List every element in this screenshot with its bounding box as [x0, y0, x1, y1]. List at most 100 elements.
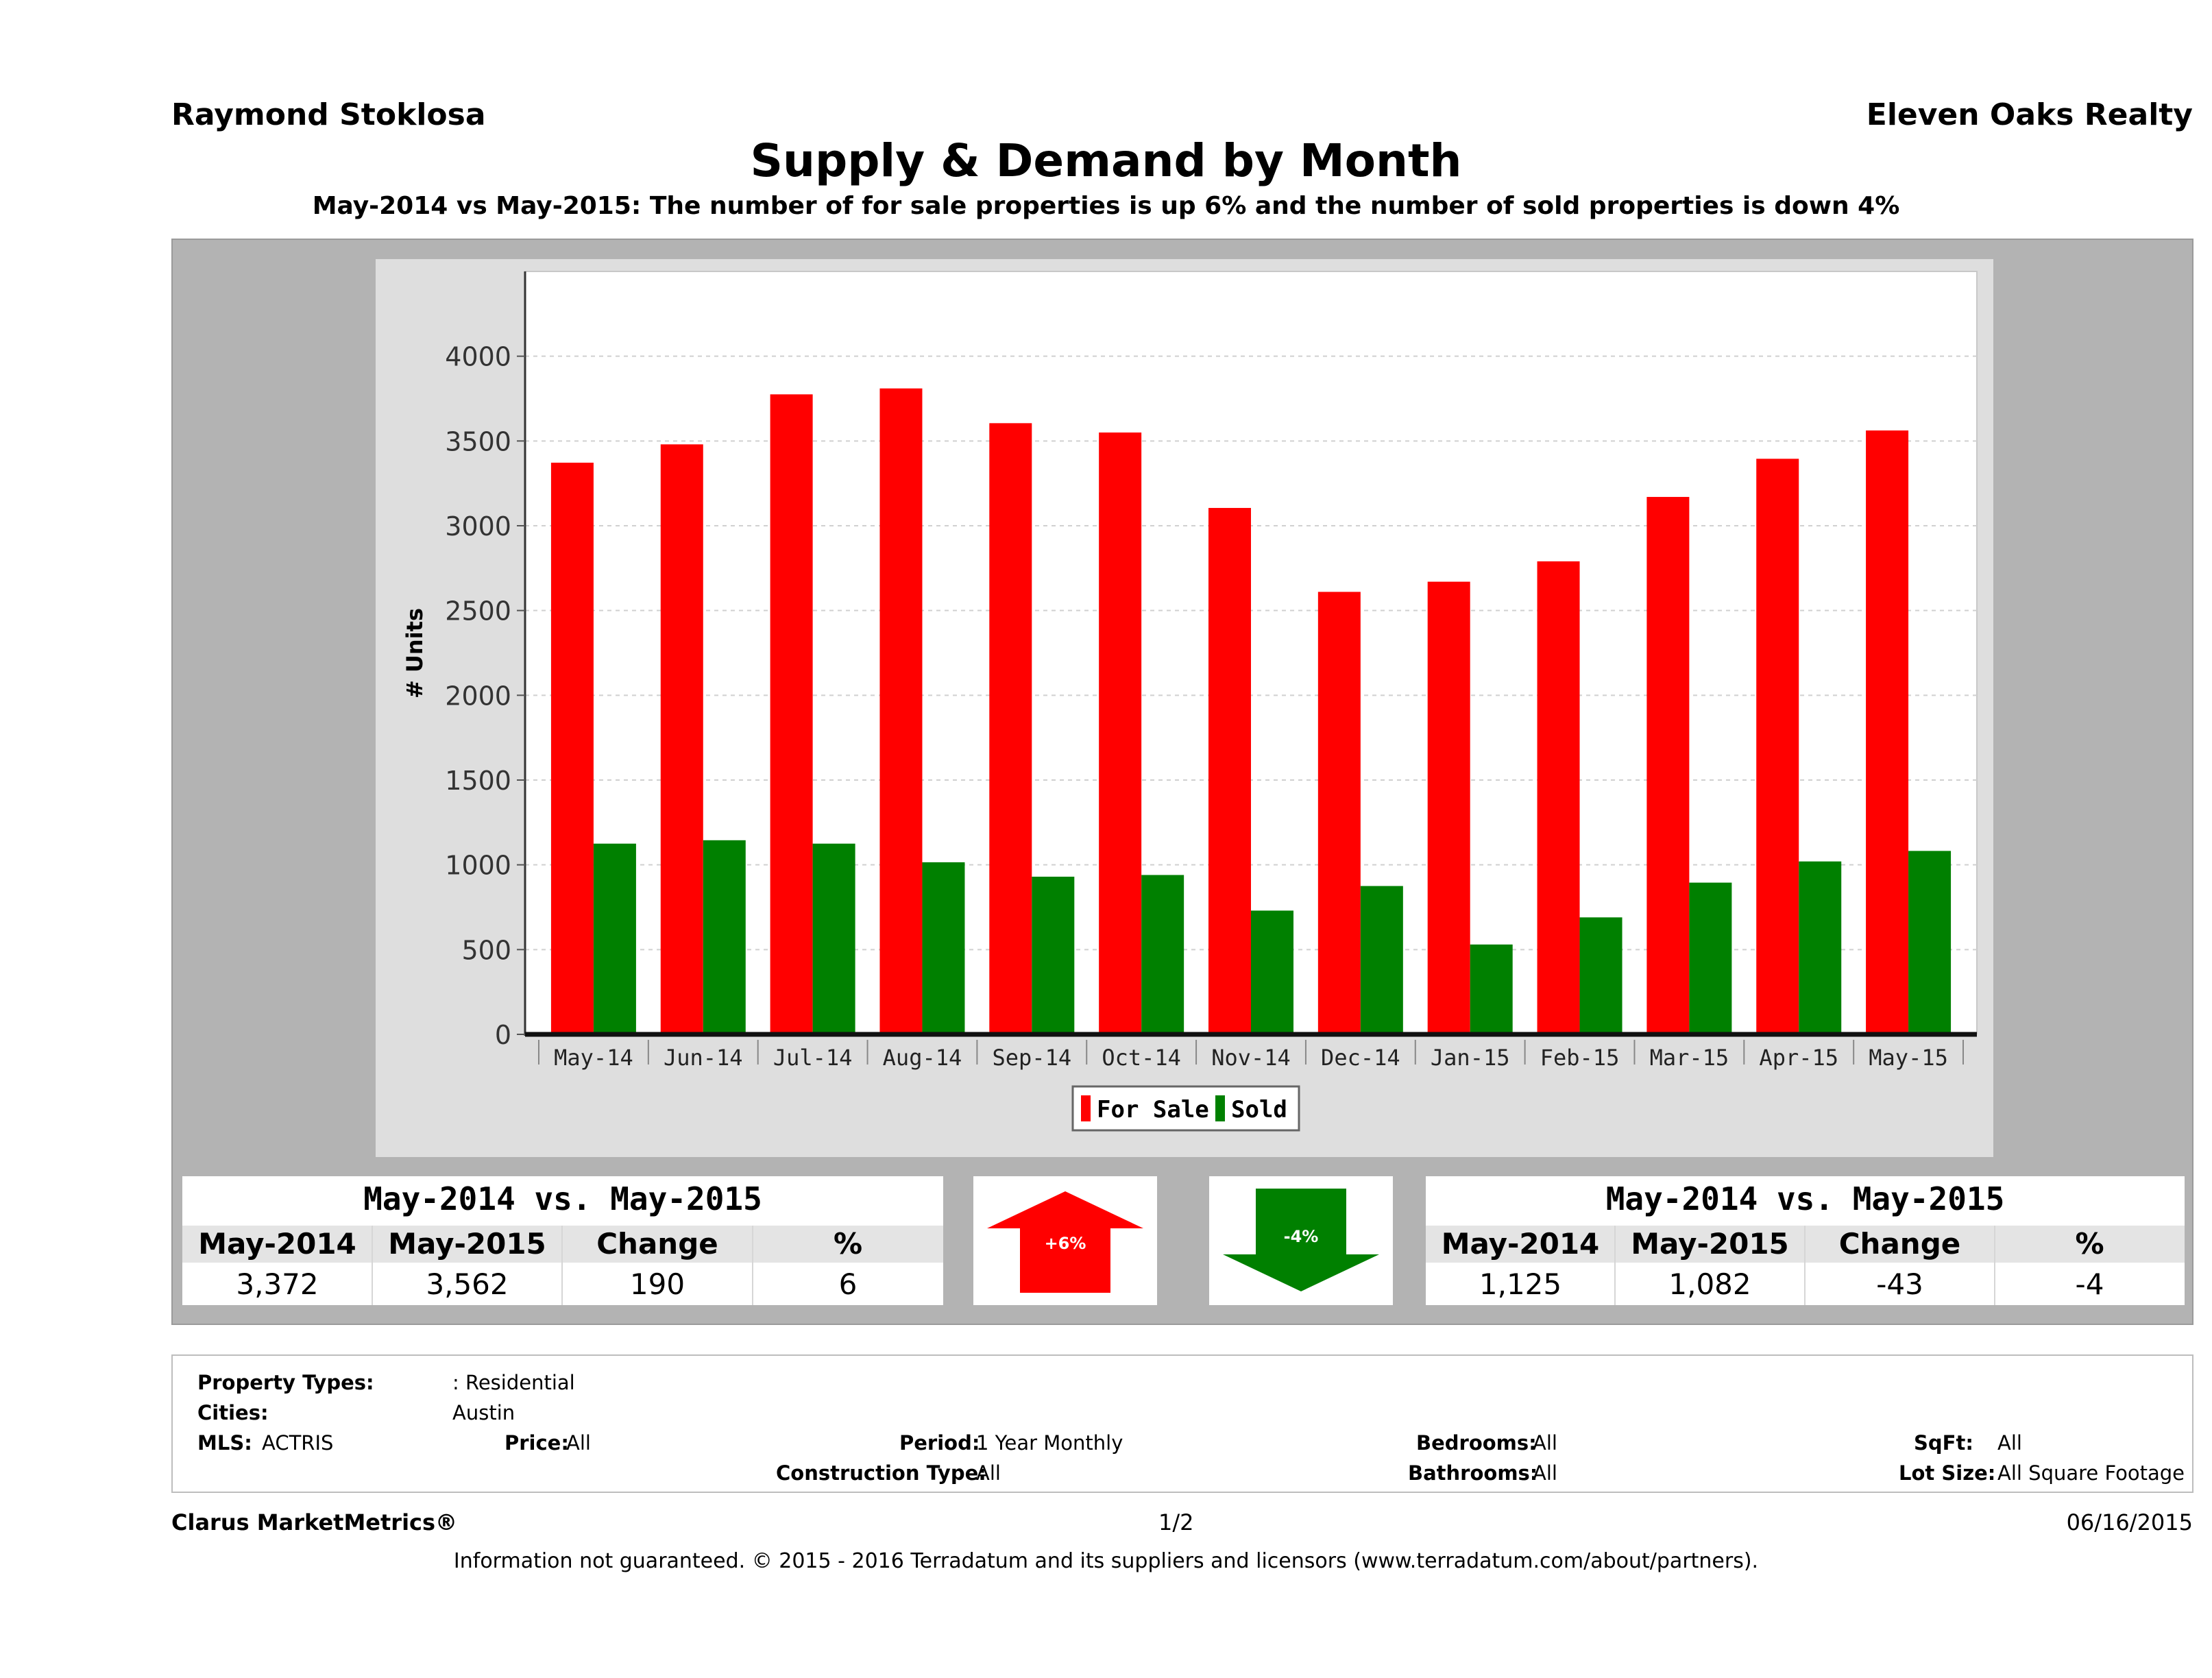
sold-header-percent: % — [2075, 1227, 2104, 1261]
bar-sold — [1799, 861, 1842, 1034]
bar-sold — [1908, 851, 1952, 1034]
bathrooms-label: Bathrooms: — [1408, 1461, 1538, 1485]
y-tick-label: 0 — [495, 1020, 511, 1050]
for-sale-value-percent: 6 — [838, 1267, 858, 1301]
y-tick-label: 3000 — [445, 511, 511, 542]
bar-sold — [1689, 882, 1732, 1034]
bar-for-sale — [1756, 459, 1799, 1034]
lot-size-value: All Square Footage — [1997, 1461, 2185, 1485]
x-tick-label: May-15 — [1869, 1045, 1948, 1071]
footer-page-number: 1/2 — [1158, 1509, 1194, 1535]
x-tick-label: Nov-14 — [1211, 1045, 1291, 1071]
legend-swatch-sold — [1215, 1095, 1225, 1121]
y-tick-label: 2000 — [445, 681, 511, 711]
x-tick-label: Mar-15 — [1650, 1045, 1729, 1071]
y-axis-label: # Units — [402, 608, 428, 698]
bar-sold — [1141, 875, 1184, 1034]
bar-for-sale — [1317, 592, 1361, 1034]
bar-for-sale — [879, 388, 923, 1034]
bar-sold — [593, 843, 636, 1034]
bar-sold — [703, 840, 746, 1034]
sold-change-badge: -4% — [1209, 1176, 1393, 1305]
sold-summary-values: 1,125 1,082 -43 -4 — [1426, 1265, 2185, 1304]
bar-for-sale — [1646, 496, 1690, 1034]
bar-sold — [812, 843, 855, 1034]
mls-value: ACTRIS — [262, 1431, 334, 1455]
legend: For Sale Sold — [1071, 1085, 1300, 1132]
footer-brand: Clarus MarketMetrics® — [171, 1509, 458, 1535]
x-tick-label: Jun-14 — [664, 1045, 743, 1071]
bar-for-sale — [1866, 430, 1909, 1034]
bar-for-sale — [550, 462, 594, 1034]
y-tick-label: 500 — [461, 935, 511, 965]
x-tick-label: Sep-14 — [993, 1045, 1072, 1071]
construction-type-label: Construction Type: — [776, 1461, 986, 1485]
price-label: Price: — [505, 1431, 569, 1455]
for-sale-value-2015: 3,562 — [426, 1267, 509, 1301]
bar-sold — [1251, 910, 1293, 1034]
sold-header-change: Change — [1838, 1227, 1961, 1261]
legend-label-sold: Sold — [1231, 1096, 1287, 1123]
x-tick-label: Apr-15 — [1759, 1045, 1838, 1071]
for-sale-summary: May-2014 vs. May-2015 May-2014 May-2015 … — [182, 1176, 943, 1305]
sold-value-2015: 1,082 — [1668, 1267, 1751, 1301]
bedrooms-value: All — [1533, 1431, 1557, 1455]
x-tick-label: Oct-14 — [1102, 1045, 1181, 1071]
down-arrow-icon — [1223, 1189, 1379, 1291]
y-tick-label: 2500 — [445, 596, 511, 627]
cities-label: Cities: — [197, 1401, 269, 1424]
bar-for-sale — [660, 444, 703, 1034]
cities-value: Austin — [452, 1401, 515, 1424]
report-title: Supply & Demand by Month — [750, 134, 1462, 187]
sold-summary-title: May-2014 vs. May-2015 — [1605, 1180, 2005, 1217]
for-sale-summary-headers: May-2014 May-2015 Change % — [182, 1226, 943, 1263]
for-sale-header-percent: % — [833, 1227, 863, 1261]
sold-value-change: -43 — [1876, 1267, 1923, 1301]
price-value: All — [566, 1431, 591, 1455]
footer-date: 06/16/2015 — [2066, 1509, 2193, 1535]
up-arrow-icon — [987, 1191, 1143, 1293]
bar-sold — [1470, 944, 1513, 1034]
x-tick-label: May-14 — [554, 1045, 633, 1071]
property-types-label: Property Types: — [197, 1371, 374, 1394]
sold-summary: May-2014 vs. May-2015 May-2014 May-2015 … — [1426, 1176, 2185, 1305]
mls-label: MLS: — [197, 1431, 252, 1455]
sold-badge-text: -4% — [1284, 1227, 1319, 1246]
property-types-value: : Residential — [452, 1371, 575, 1394]
for-sale-header-2014: May-2014 — [198, 1227, 356, 1261]
for-sale-summary-title: May-2014 vs. May-2015 — [363, 1180, 762, 1217]
sold-value-2014: 1,125 — [1479, 1267, 1562, 1301]
legend-swatch-for-sale — [1081, 1095, 1091, 1121]
y-tick-label: 4000 — [445, 342, 511, 372]
period-value: 1 Year Monthly — [976, 1431, 1123, 1455]
report-subtitle: May-2014 vs May-2015: The number of for … — [312, 192, 1900, 220]
sqft-value: All — [1997, 1431, 2022, 1455]
sqft-label: SqFt: — [1914, 1431, 1973, 1455]
criteria-panel: Property Types: : Residential Cities: Au… — [171, 1354, 2193, 1493]
for-sale-change-badge: +6% — [973, 1176, 1157, 1305]
bar-for-sale — [1208, 508, 1251, 1034]
period-label: Period: — [899, 1431, 980, 1455]
x-tick-label: Jul-14 — [773, 1045, 853, 1071]
bar-sold — [1032, 876, 1075, 1034]
sold-header-2015: May-2015 — [1631, 1227, 1789, 1261]
lot-size-label: Lot Size: — [1899, 1461, 1996, 1485]
agent-name: Raymond Stoklosa — [171, 97, 486, 132]
bar-for-sale — [1427, 581, 1470, 1034]
bar-sold — [1579, 917, 1622, 1034]
sold-header-2014: May-2014 — [1441, 1227, 1600, 1261]
y-tick-label: 1000 — [445, 851, 511, 881]
bar-for-sale — [989, 423, 1032, 1034]
construction-type-value: All — [976, 1461, 1001, 1485]
bar-for-sale — [770, 394, 813, 1034]
bedrooms-label: Bedrooms: — [1416, 1431, 1537, 1455]
y-tick-label: 1500 — [445, 766, 511, 796]
legend-box — [1071, 1085, 1300, 1132]
for-sale-value-change: 190 — [629, 1267, 685, 1301]
for-sale-value-2014: 3,372 — [236, 1267, 319, 1301]
bar-sold — [922, 862, 965, 1034]
for-sale-header-change: Change — [596, 1227, 718, 1261]
for-sale-summary-values: 3,372 3,562 190 6 — [182, 1265, 943, 1304]
company-name: Eleven Oaks Realty — [1866, 97, 2193, 132]
bar-for-sale — [1099, 432, 1142, 1034]
